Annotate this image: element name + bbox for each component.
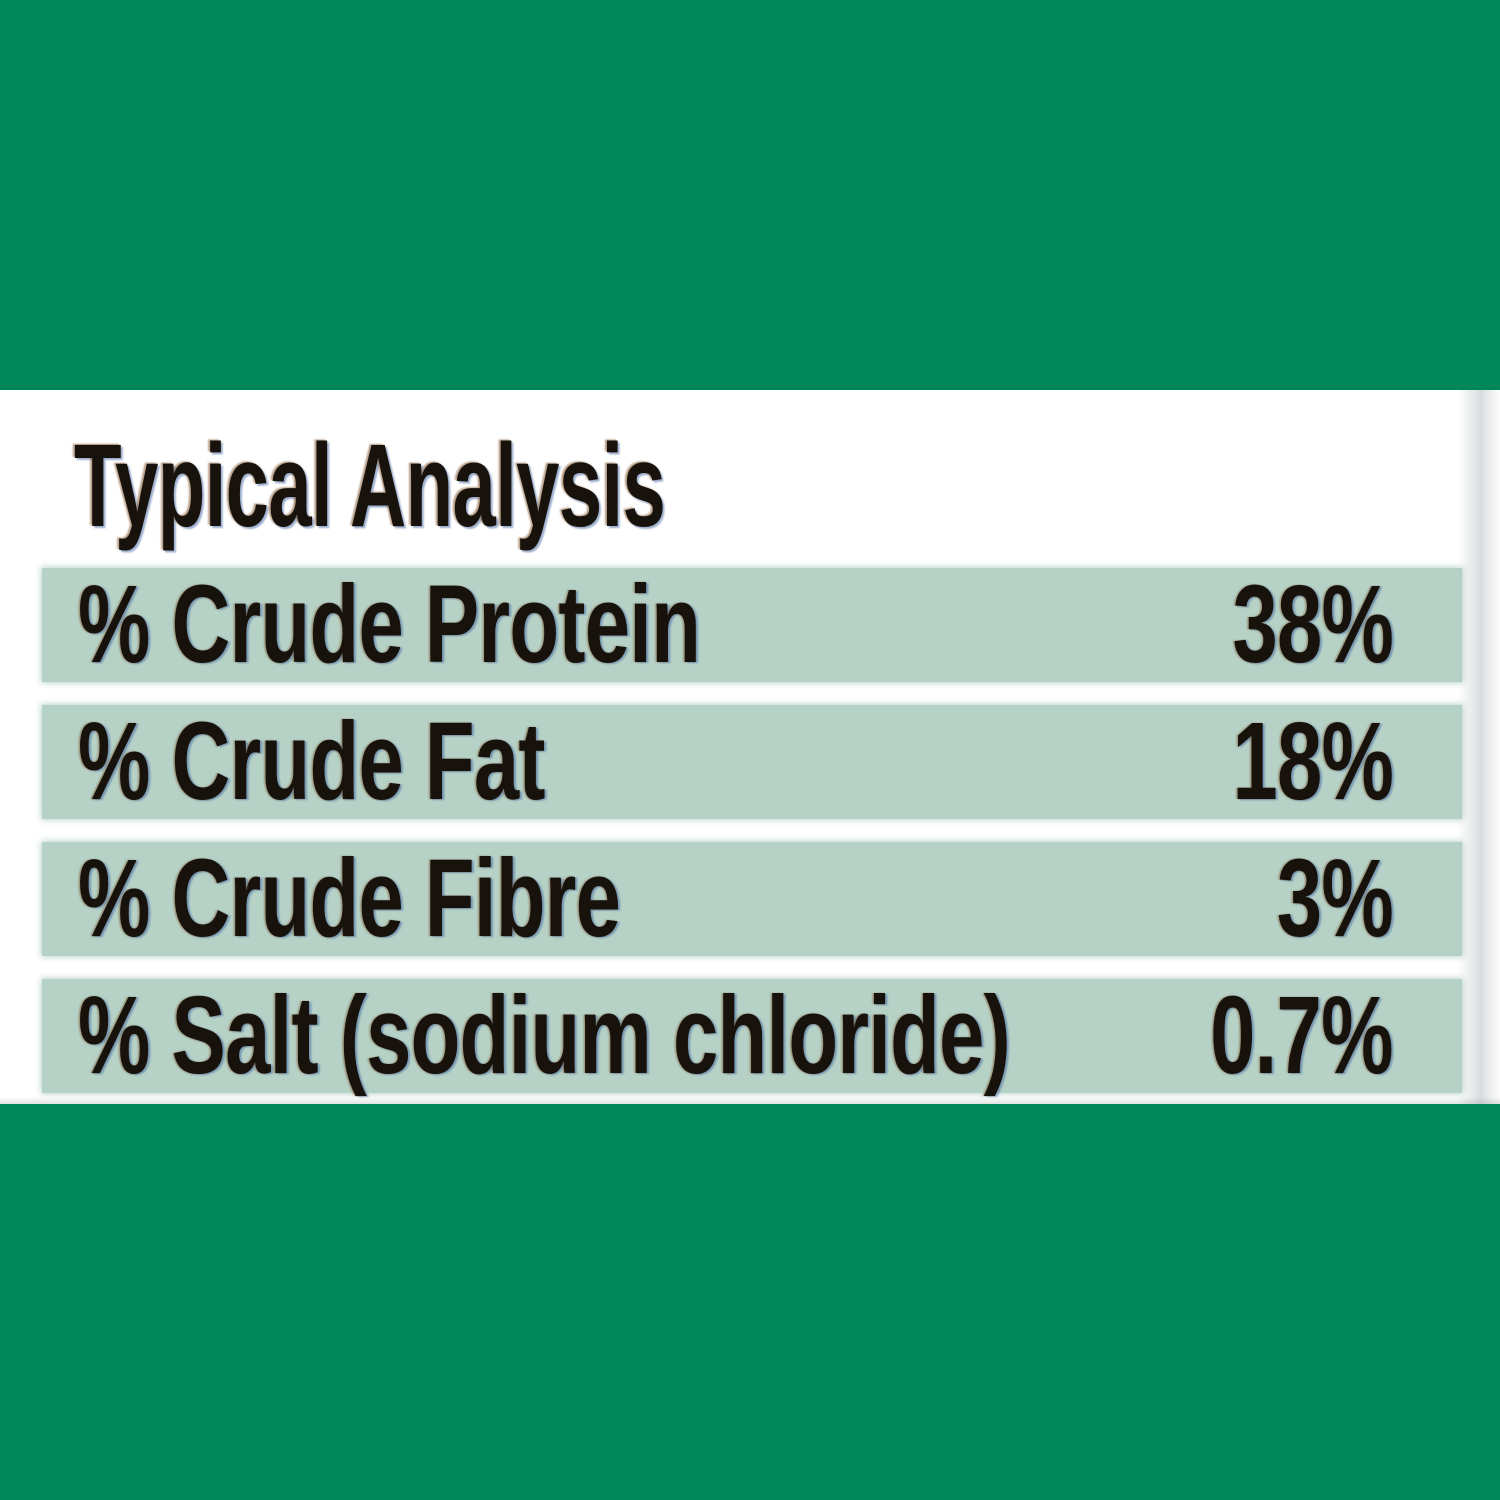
panel-title: Typical Analysis — [74, 420, 666, 552]
analysis-row-crude-protein: % Crude Protein 38% — [42, 568, 1462, 682]
row-value: 18% — [1232, 700, 1393, 823]
row-value: 38% — [1232, 563, 1393, 686]
analysis-row-crude-fat: % Crude Fat 18% — [42, 705, 1462, 819]
typical-analysis-panel: Typical Analysis % Crude Protein 38% % C… — [0, 390, 1500, 1104]
row-label: % Salt (sodium chloride) — [78, 974, 1011, 1097]
analysis-row-crude-fibre: % Crude Fibre 3% — [42, 842, 1462, 956]
row-label: % Crude Fat — [78, 700, 545, 823]
panel-title-band: Typical Analysis — [0, 412, 970, 560]
row-label: % Crude Protein — [78, 563, 701, 686]
panel-bottom-shadow — [0, 1097, 1500, 1104]
row-label: % Crude Fibre — [78, 837, 621, 960]
row-value: 0.7% — [1210, 974, 1393, 1097]
scan-edge-shadow — [1458, 390, 1500, 1104]
analysis-row-salt: % Salt (sodium chloride) 0.7% — [42, 979, 1462, 1093]
row-value: 3% — [1276, 837, 1394, 960]
